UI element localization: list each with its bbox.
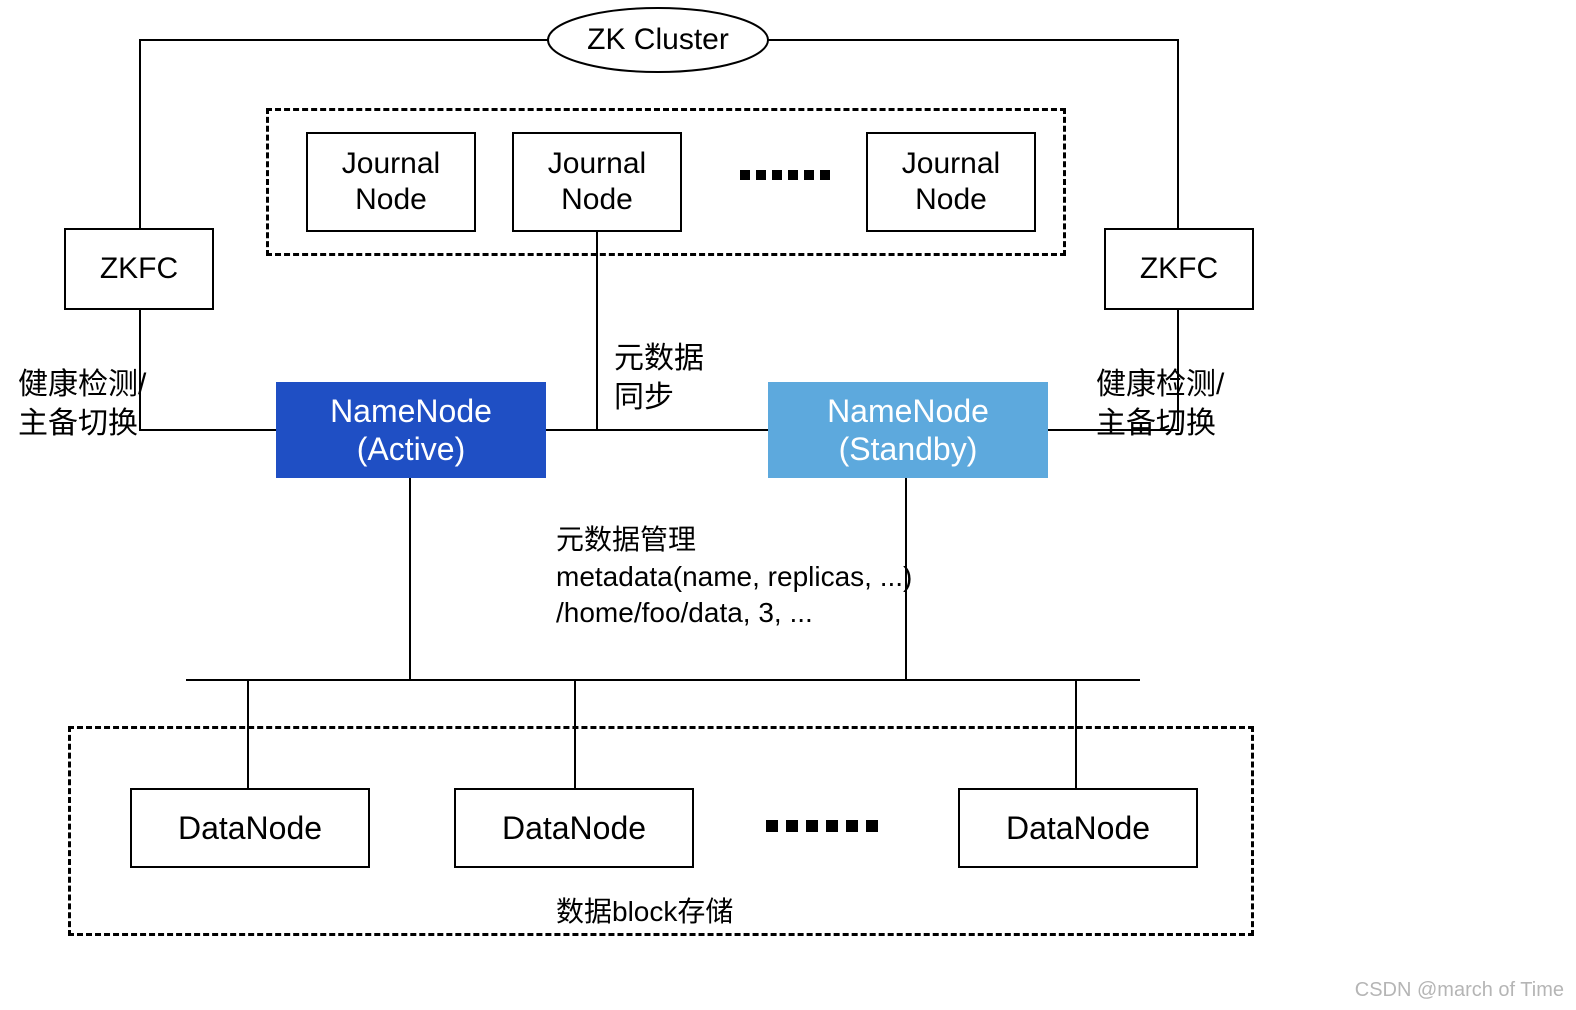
datanode-1-label: DataNode bbox=[178, 809, 322, 847]
health-check-left-label: 健康检测/ 主备切换 bbox=[18, 326, 146, 443]
block-storage-label: 数据block存储 bbox=[556, 894, 733, 930]
journal-node-2: Journal Node bbox=[512, 132, 682, 232]
journal-node-1-label: Journal Node bbox=[342, 146, 440, 218]
watermark-text: CSDN @march of Time bbox=[1355, 979, 1564, 1002]
metadata-management-label: 元数据管理 metadata(name, replicas, ...) /hom… bbox=[556, 486, 912, 632]
namenode-standby-label: NameNode (Standby) bbox=[827, 392, 989, 469]
datanode-1: DataNode bbox=[130, 788, 370, 868]
zk-cluster-node: ZK Cluster bbox=[548, 8, 768, 72]
zkfc-right-label: ZKFC bbox=[1140, 251, 1218, 287]
zk-cluster-label: ZK Cluster bbox=[587, 23, 729, 57]
datanode-2: DataNode bbox=[454, 788, 694, 868]
datanode-2-label: DataNode bbox=[502, 809, 646, 847]
namenode-standby: NameNode (Standby) bbox=[768, 382, 1048, 478]
datanode-3-label: DataNode bbox=[1006, 809, 1150, 847]
journal-node-1: Journal Node bbox=[306, 132, 476, 232]
namenode-active: NameNode (Active) bbox=[276, 382, 546, 478]
health-check-right-label: 健康检测/ 主备切换 bbox=[1096, 326, 1224, 443]
zkfc-left-label: ZKFC bbox=[100, 251, 178, 287]
journal-node-3-label: Journal Node bbox=[902, 146, 1000, 218]
diagram-canvas: ZK Cluster ZKFC ZKFC Journal Node Journa… bbox=[0, 0, 1576, 1010]
datanode-3: DataNode bbox=[958, 788, 1198, 868]
journal-node-2-label: Journal Node bbox=[548, 146, 646, 218]
metadata-sync-label: 元数据 同步 bbox=[614, 300, 704, 417]
namenode-active-label: NameNode (Active) bbox=[330, 392, 492, 469]
zkfc-right-node: ZKFC bbox=[1104, 228, 1254, 310]
journal-node-3: Journal Node bbox=[866, 132, 1036, 232]
zkfc-left-node: ZKFC bbox=[64, 228, 214, 310]
